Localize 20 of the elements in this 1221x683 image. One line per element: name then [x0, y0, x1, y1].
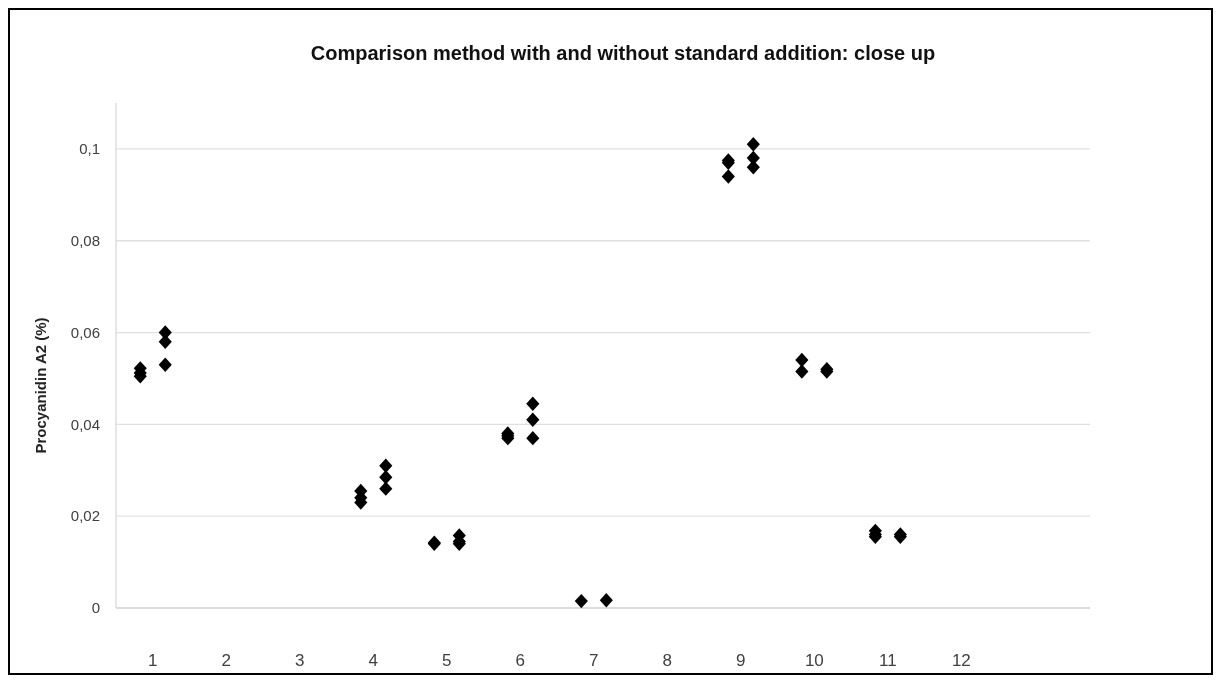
x-tick-label: 7	[589, 651, 599, 670]
x-tick-label: 2	[221, 651, 231, 670]
x-tick-label: 10	[804, 651, 824, 670]
y-tick-label: 0,06	[70, 323, 100, 341]
x-tick-label: 3	[295, 651, 305, 670]
chart-title: Comparison method with and without standard addition: close up	[310, 42, 936, 64]
x-tick-label: 5	[442, 651, 452, 670]
y-axis-title: Procyanidin A2 (%)	[32, 317, 49, 454]
y-tick-label: 0,02	[70, 507, 100, 525]
y-tick-label: 0,04	[70, 415, 100, 433]
y-tick-label: 0	[91, 599, 100, 617]
x-tick-label: 6	[515, 651, 526, 670]
x-tick-label: 1	[148, 651, 158, 670]
x-tick-label: 4	[368, 651, 379, 670]
x-tick-label: 12	[951, 651, 971, 670]
x-tick-label: 8	[662, 651, 673, 670]
y-tick-label: 0,1	[79, 140, 100, 158]
x-tick-label: 11	[879, 651, 897, 670]
x-tick-label: 9	[736, 651, 746, 670]
y-tick-label: 0,08	[70, 231, 100, 249]
